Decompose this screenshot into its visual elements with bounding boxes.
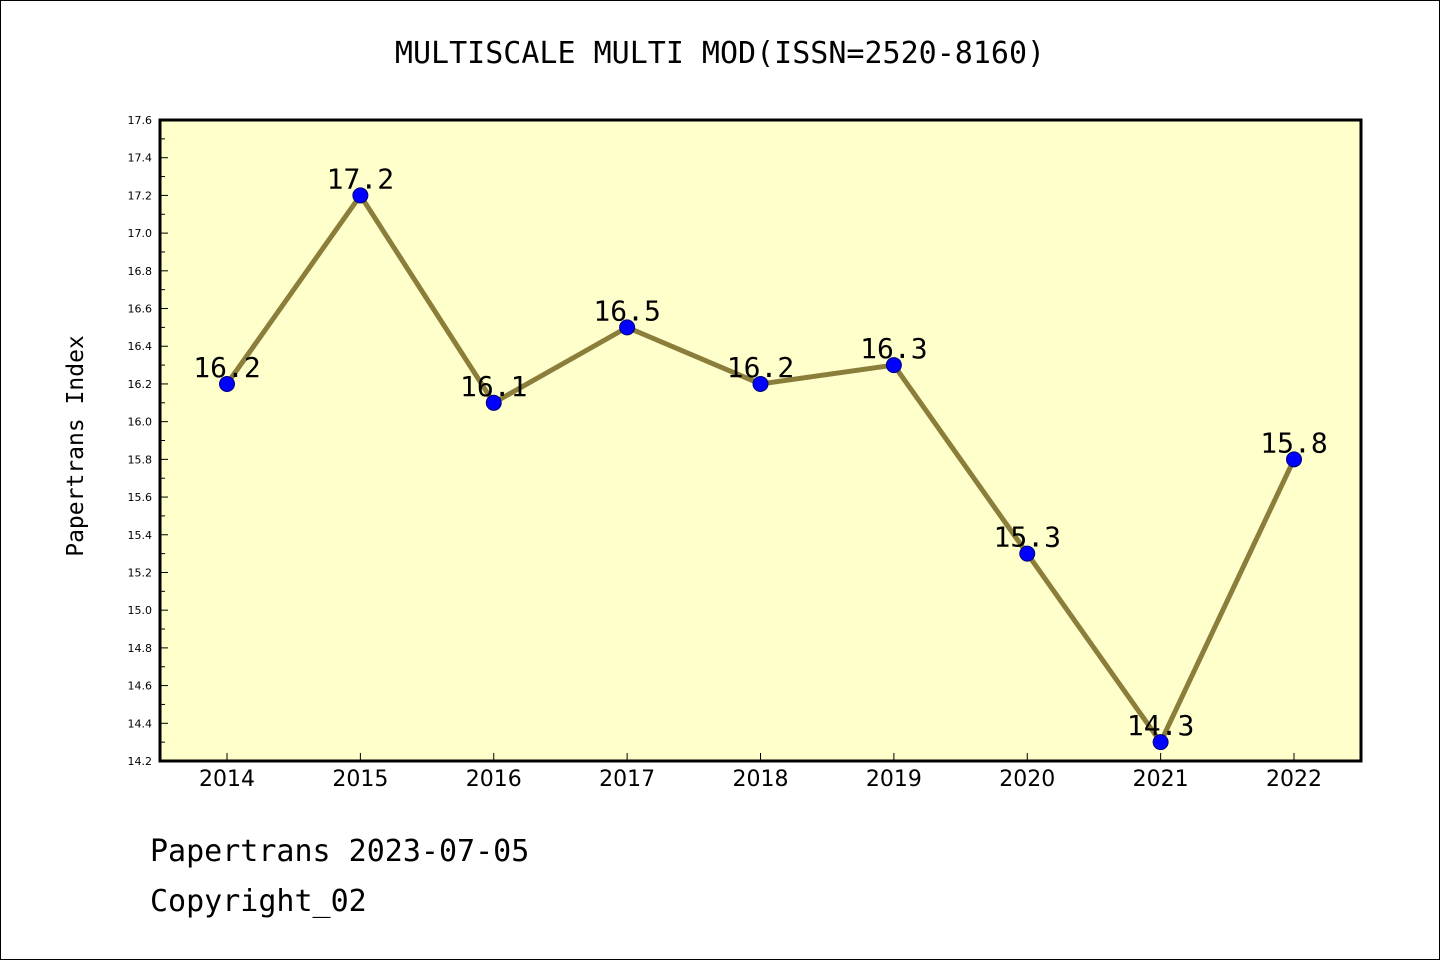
data-label: 15.3 bbox=[994, 521, 1061, 554]
footer-copyright: Copyright_02 bbox=[150, 884, 367, 919]
series-markers bbox=[219, 187, 1302, 751]
data-point bbox=[885, 357, 902, 374]
y-tick-label: 14.4 bbox=[128, 717, 153, 730]
y-tick-label: 15.4 bbox=[128, 529, 153, 542]
y-tick-label: 16.6 bbox=[128, 303, 153, 316]
x-tick-label: 2019 bbox=[866, 767, 922, 792]
data-point bbox=[619, 319, 636, 336]
y-tick-label: 17.6 bbox=[128, 114, 153, 127]
data-point bbox=[1152, 734, 1169, 751]
y-tick-label: 15.0 bbox=[128, 604, 153, 617]
y-tick-label: 15.8 bbox=[128, 453, 153, 466]
x-axis: 2014 2015 2016 2017 2018 2019 2020 2021 2022 bbox=[199, 753, 1322, 792]
data-label: 16.2 bbox=[727, 351, 794, 384]
data-point bbox=[352, 187, 369, 204]
data-point bbox=[752, 375, 769, 392]
y-axis: 14.2 14.4 14.6 14.8 15.0 15.2 15.4 15.6 15.8 16.0… bbox=[128, 114, 168, 768]
data-labels: 16.2 17.2 16.1 16.5 16.2 16.3 15.3 14.3 15.8 bbox=[193, 162, 1327, 742]
data-label: 14.3 bbox=[1127, 709, 1194, 742]
y-tick-label: 17.4 bbox=[128, 152, 153, 165]
x-tick-label: 2016 bbox=[466, 767, 522, 792]
x-tick-label: 2018 bbox=[733, 767, 789, 792]
y-tick-label: 14.8 bbox=[128, 642, 153, 655]
y-tick-label: 14.6 bbox=[128, 680, 153, 693]
plot-border bbox=[158, 118, 1363, 763]
y-tick-label: 16.2 bbox=[128, 378, 153, 391]
footer-source-date: Papertrans 2023-07-05 bbox=[150, 834, 530, 869]
chart-title: MULTISCALE MULTI MOD(ISSN=2520-8160) bbox=[394, 36, 1046, 71]
x-tick-label: 2014 bbox=[199, 767, 255, 792]
x-tick-label: 2022 bbox=[1266, 767, 1322, 792]
x-tick-label: 2020 bbox=[999, 767, 1055, 792]
data-label: 17.2 bbox=[327, 162, 394, 195]
data-label: 16.5 bbox=[593, 294, 660, 327]
y-tick-label: 16.0 bbox=[128, 416, 153, 429]
data-label: 15.8 bbox=[1260, 426, 1327, 459]
data-point bbox=[219, 375, 235, 392]
x-tick-label: 2015 bbox=[332, 767, 388, 792]
data-point bbox=[1019, 545, 1036, 562]
data-label: 16.1 bbox=[460, 370, 527, 403]
y-tick-label: 16.8 bbox=[128, 265, 153, 278]
y-tick-label: 16.4 bbox=[128, 340, 153, 353]
data-label: 16.2 bbox=[193, 351, 260, 384]
y-tick-label: 15.6 bbox=[128, 491, 153, 504]
data-label: 16.3 bbox=[860, 332, 927, 365]
y-tick-label: 17.0 bbox=[128, 227, 153, 240]
y-tick-label: 14.2 bbox=[128, 755, 153, 768]
x-tick-label: 2021 bbox=[1133, 767, 1189, 792]
data-point bbox=[1286, 451, 1302, 468]
y-tick-label: 17.2 bbox=[128, 189, 153, 202]
plot-area bbox=[160, 120, 1361, 761]
x-tick-label: 2017 bbox=[599, 767, 655, 792]
y-tick-label: 15.2 bbox=[128, 566, 153, 579]
data-point bbox=[485, 394, 502, 411]
